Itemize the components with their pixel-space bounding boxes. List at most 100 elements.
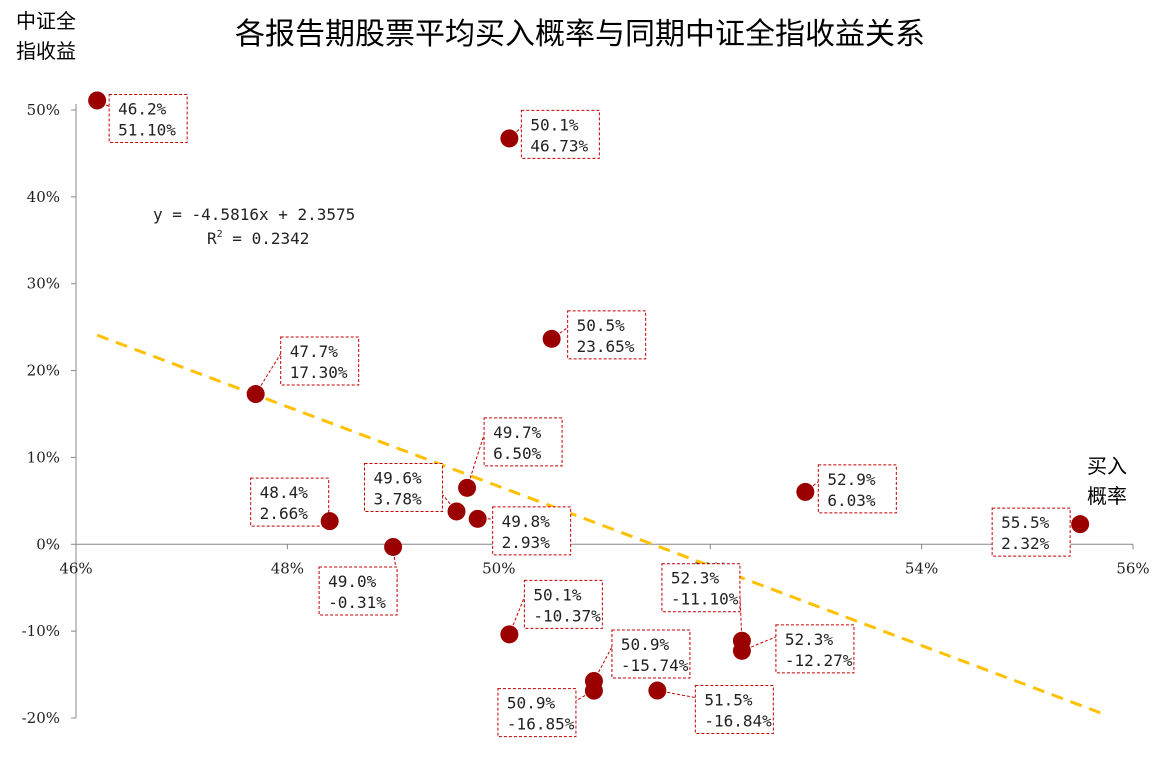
data-label-x: 49.8% [502,512,551,531]
data-label-y: 2.66% [260,504,309,523]
y-tick-label: 20% [27,362,60,380]
y-tick-label: 30% [27,275,60,293]
y-tick-label: 50% [27,101,60,119]
y-tick-label: 40% [27,188,60,206]
data-label-y: 17.30% [290,363,348,382]
points-group [88,91,1090,700]
data-point [88,91,107,110]
data-label-box [318,566,398,616]
data-label-box [991,507,1071,557]
x-axis-title-line: 概率 [1087,484,1127,508]
data-point [796,482,815,501]
label-connector [551,327,568,340]
data-label-box [694,685,774,735]
data-point [320,512,339,531]
label-connector [442,494,457,512]
data-label-y: 51.10% [118,120,176,139]
data-label-y: 23.65% [577,337,635,356]
data-label-x: 50.9% [507,694,556,713]
trendline-group: y = -4.5816x + 2.3575 R2 = 0.2342 [96,205,1102,715]
data-label-box [567,310,647,360]
r-squared-suffix: = 0.2342 [223,229,310,248]
data-label-y: -16.84% [704,712,772,731]
data-label-box [523,579,603,629]
data-label-box [492,506,572,556]
data-label-y: -10.37% [533,606,601,625]
data-label-x: 52.9% [827,470,876,489]
data-label-y: -15.74% [621,656,689,675]
data-label-x: 51.5% [704,691,753,710]
data-point [458,478,477,497]
x-axis-title-line: 买入 [1087,454,1127,478]
data-label-y: 46.73% [530,136,588,155]
data-label-x: 49.6% [374,468,423,487]
data-label-box [364,462,444,512]
data-label-y: 6.03% [827,491,876,510]
x-tick-label: 56% [1116,559,1149,577]
data-point [246,385,265,404]
data-label-y: 2.93% [502,533,551,552]
data-labels-group: 46.2% 51.10% 50.1% 46.73% 50.5% 23.65% 47.7% 17… [96,93,1081,738]
data-label-x: 50.1% [530,115,579,134]
x-tick-label: 54% [905,559,938,577]
data-label-box [611,629,691,679]
data-label-x: 52.3% [785,630,834,649]
chart-title: 各报告期股票平均买入概率与同期中证全指收益关系 [235,17,925,52]
data-point [1071,515,1090,534]
data-point [468,509,487,528]
data-label-x: 49.0% [328,572,377,591]
y-tick-label: 0% [36,535,60,553]
data-label-x: 47.7% [290,342,339,361]
data-point [732,641,751,660]
data-label-box [775,624,855,674]
data-point [384,537,403,556]
r-squared-prefix: R [207,229,217,248]
x-tick-label: 48% [271,559,304,577]
data-label-y: -0.31% [328,593,386,612]
data-label-y: -12.27% [785,651,853,670]
data-label-box [483,417,563,467]
data-label-x: 50.5% [577,316,626,335]
data-label-x: 52.3% [671,569,720,588]
data-label-x: 48.4% [260,483,309,502]
data-point [500,129,519,148]
data-point [584,681,603,700]
y-tick-label: -20% [22,709,60,727]
label-connector [575,690,595,702]
data-label-y: -16.85% [507,715,575,734]
y-tick-label: -10% [22,622,60,640]
y-tick-label: 10% [27,448,60,466]
data-label-y: 2.32% [1001,534,1050,553]
r-squared-sup: 2 [217,229,223,240]
x-tick-label: 46% [59,559,92,577]
data-label-box [108,93,188,143]
data-label-x: 46.2% [118,99,167,118]
data-label-x: 49.7% [493,423,542,442]
data-label-x: 50.9% [621,635,670,654]
data-label-box [250,477,330,527]
data-point [542,329,561,348]
data-label-box [280,336,360,386]
label-connector [466,434,485,488]
y-axis-title: 中证全指收益 [16,9,76,63]
trendline-equation: y = -4.5816x + 2.3575 [153,205,355,224]
y-axis-title-line: 指收益 [16,39,76,63]
y-axis-title-line: 中证全 [16,9,76,33]
data-label-y: -11.10% [671,590,739,609]
data-point [648,681,667,700]
x-axis-title: 买入概率 [1087,454,1127,508]
x-tick-label: 50% [482,559,515,577]
data-label-box [661,563,741,613]
r-squared-label: R2 = 0.2342 [207,229,309,248]
data-label-x: 50.1% [533,585,582,604]
data-label-y: 3.78% [374,489,423,508]
axes: 50%40%30%20%10%0%-10%-20%46%48%50%52%54%… [16,9,1150,727]
data-label-y: 6.50% [493,444,542,463]
data-label-box [520,109,600,159]
data-label-box [817,464,897,514]
data-label-box [497,688,577,738]
data-point [500,625,519,644]
data-point [447,502,466,521]
